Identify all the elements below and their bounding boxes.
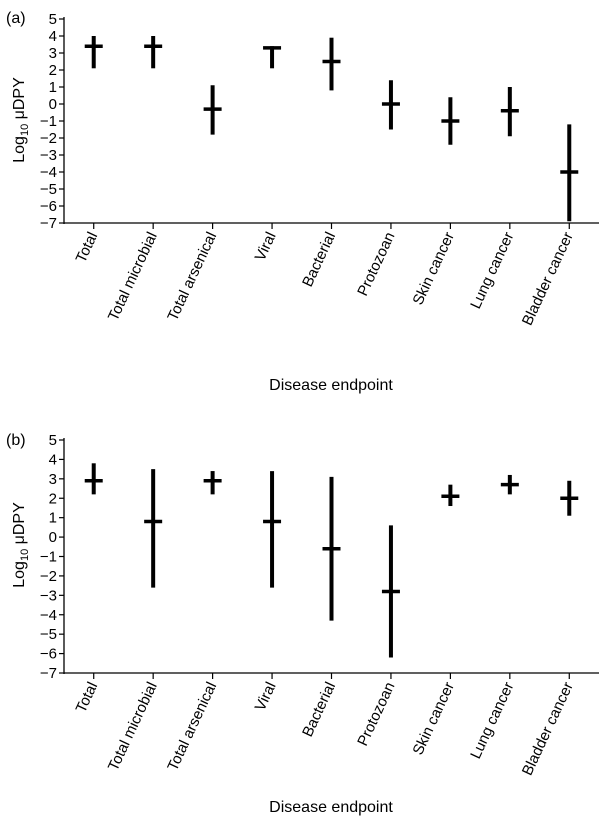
panel-a-y-tick-label: 5	[49, 11, 57, 28]
panel-a-category-label: Lung cancer	[467, 230, 517, 312]
panel-a-category-label: Skin cancer	[409, 230, 458, 308]
panel-a-y-tick-label: 3	[49, 45, 57, 62]
panel-a-y-tick-label: −7	[40, 215, 57, 232]
panel-b-category-label: Total microbial	[105, 680, 161, 774]
panel-a-y-tick-label: 4	[49, 28, 57, 45]
panel-a-y-tick-label: −2	[40, 130, 57, 147]
panel-b-category-label: Bacterial	[299, 680, 339, 740]
panel-a-category-label: Viral	[252, 230, 280, 264]
panel-b-category-label: Viral	[252, 680, 280, 714]
panel-b-y-tick-label: 0	[49, 529, 57, 546]
panel-a-category-label: Bladder cancer	[519, 230, 577, 329]
panel-a-y-tick-label: 1	[49, 79, 57, 96]
panel-a-y-tick-label: −1	[40, 113, 57, 130]
panel-b-y-tick-label: −3	[40, 587, 57, 604]
panel-a-y-tick-label: −3	[40, 147, 57, 164]
panel-a-category-label: Total microbial	[105, 230, 161, 324]
panel-b-y-tick-label: 4	[49, 451, 57, 468]
panel-b-ylabel-rest: μDPY	[11, 502, 28, 549]
panel-b-y-tick-label: 3	[49, 471, 57, 488]
panel-a-label: (a)	[6, 10, 26, 27]
panel-b-category-label: Total	[73, 680, 102, 716]
panel-a-ylabel-main: Log	[11, 136, 28, 163]
panel-b-y-tick-label: 5	[49, 432, 57, 449]
panel-b-y-tick-label: −5	[40, 626, 57, 643]
panel-a-y-tick-label: −6	[40, 198, 57, 215]
panel-b-category-label: Bladder cancer	[519, 680, 577, 779]
panel-a-category-label: Total arsenical	[164, 230, 220, 324]
panel-a-y-tick-label: −5	[40, 181, 57, 198]
panel-b-y-tick-label: −1	[40, 549, 57, 566]
panel-a-y-axis-title: Log10 μDPY	[11, 77, 31, 163]
panel-a-y-tick-label: 2	[49, 62, 57, 79]
panel-a-y-tick-label: −4	[40, 164, 57, 181]
panel-a-ylabel-sub: 10	[19, 124, 31, 136]
panel-a: (a) Log10 μDPY Disease endpoint 543210−1…	[6, 10, 599, 394]
panel-b-category-label: Protozoan	[354, 680, 398, 749]
panel-b-y-tick-label: 2	[49, 490, 57, 507]
panel-b-y-tick-label: 1	[49, 510, 57, 527]
panel-b-y-tick-label: −7	[40, 665, 57, 682]
panel-b-y-tick-label: −4	[40, 607, 57, 624]
panel-a-category-label: Bacterial	[299, 230, 339, 290]
panel-b-ylabel-sub: 10	[19, 549, 31, 561]
panel-b-y-tick-label: −6	[40, 646, 57, 663]
panel-b-category-label: Lung cancer	[467, 680, 517, 762]
panel-b-category-label: Total arsenical	[164, 680, 220, 774]
panel-b-y-axis-title: Log10 μDPY	[11, 502, 31, 588]
panel-b-ylabel-main: Log	[11, 561, 28, 588]
panel-a-y-tick-label: 0	[49, 96, 57, 113]
panel-b-y-tick-label: −2	[40, 568, 57, 585]
panel-a-category-label: Protozoan	[354, 230, 398, 299]
panel-a-ylabel-rest: μDPY	[11, 77, 28, 124]
panel-a-category-label: Total	[73, 230, 102, 266]
panel-b-label: (b)	[6, 432, 26, 449]
panel-a-x-axis-title: Disease endpoint	[269, 377, 393, 394]
panel-b-category-label: Skin cancer	[409, 680, 458, 758]
panel-b-plot-area: 5 4 3 2 1 0 −1 −2 −3 −4 −5 −6 −7 Total Total microbial…	[40, 432, 599, 778]
panel-b: (b) Log10 μDPY Disease endpoint 543210−1…	[6, 432, 599, 816]
panel-b-x-axis-title: Disease endpoint	[269, 799, 393, 816]
